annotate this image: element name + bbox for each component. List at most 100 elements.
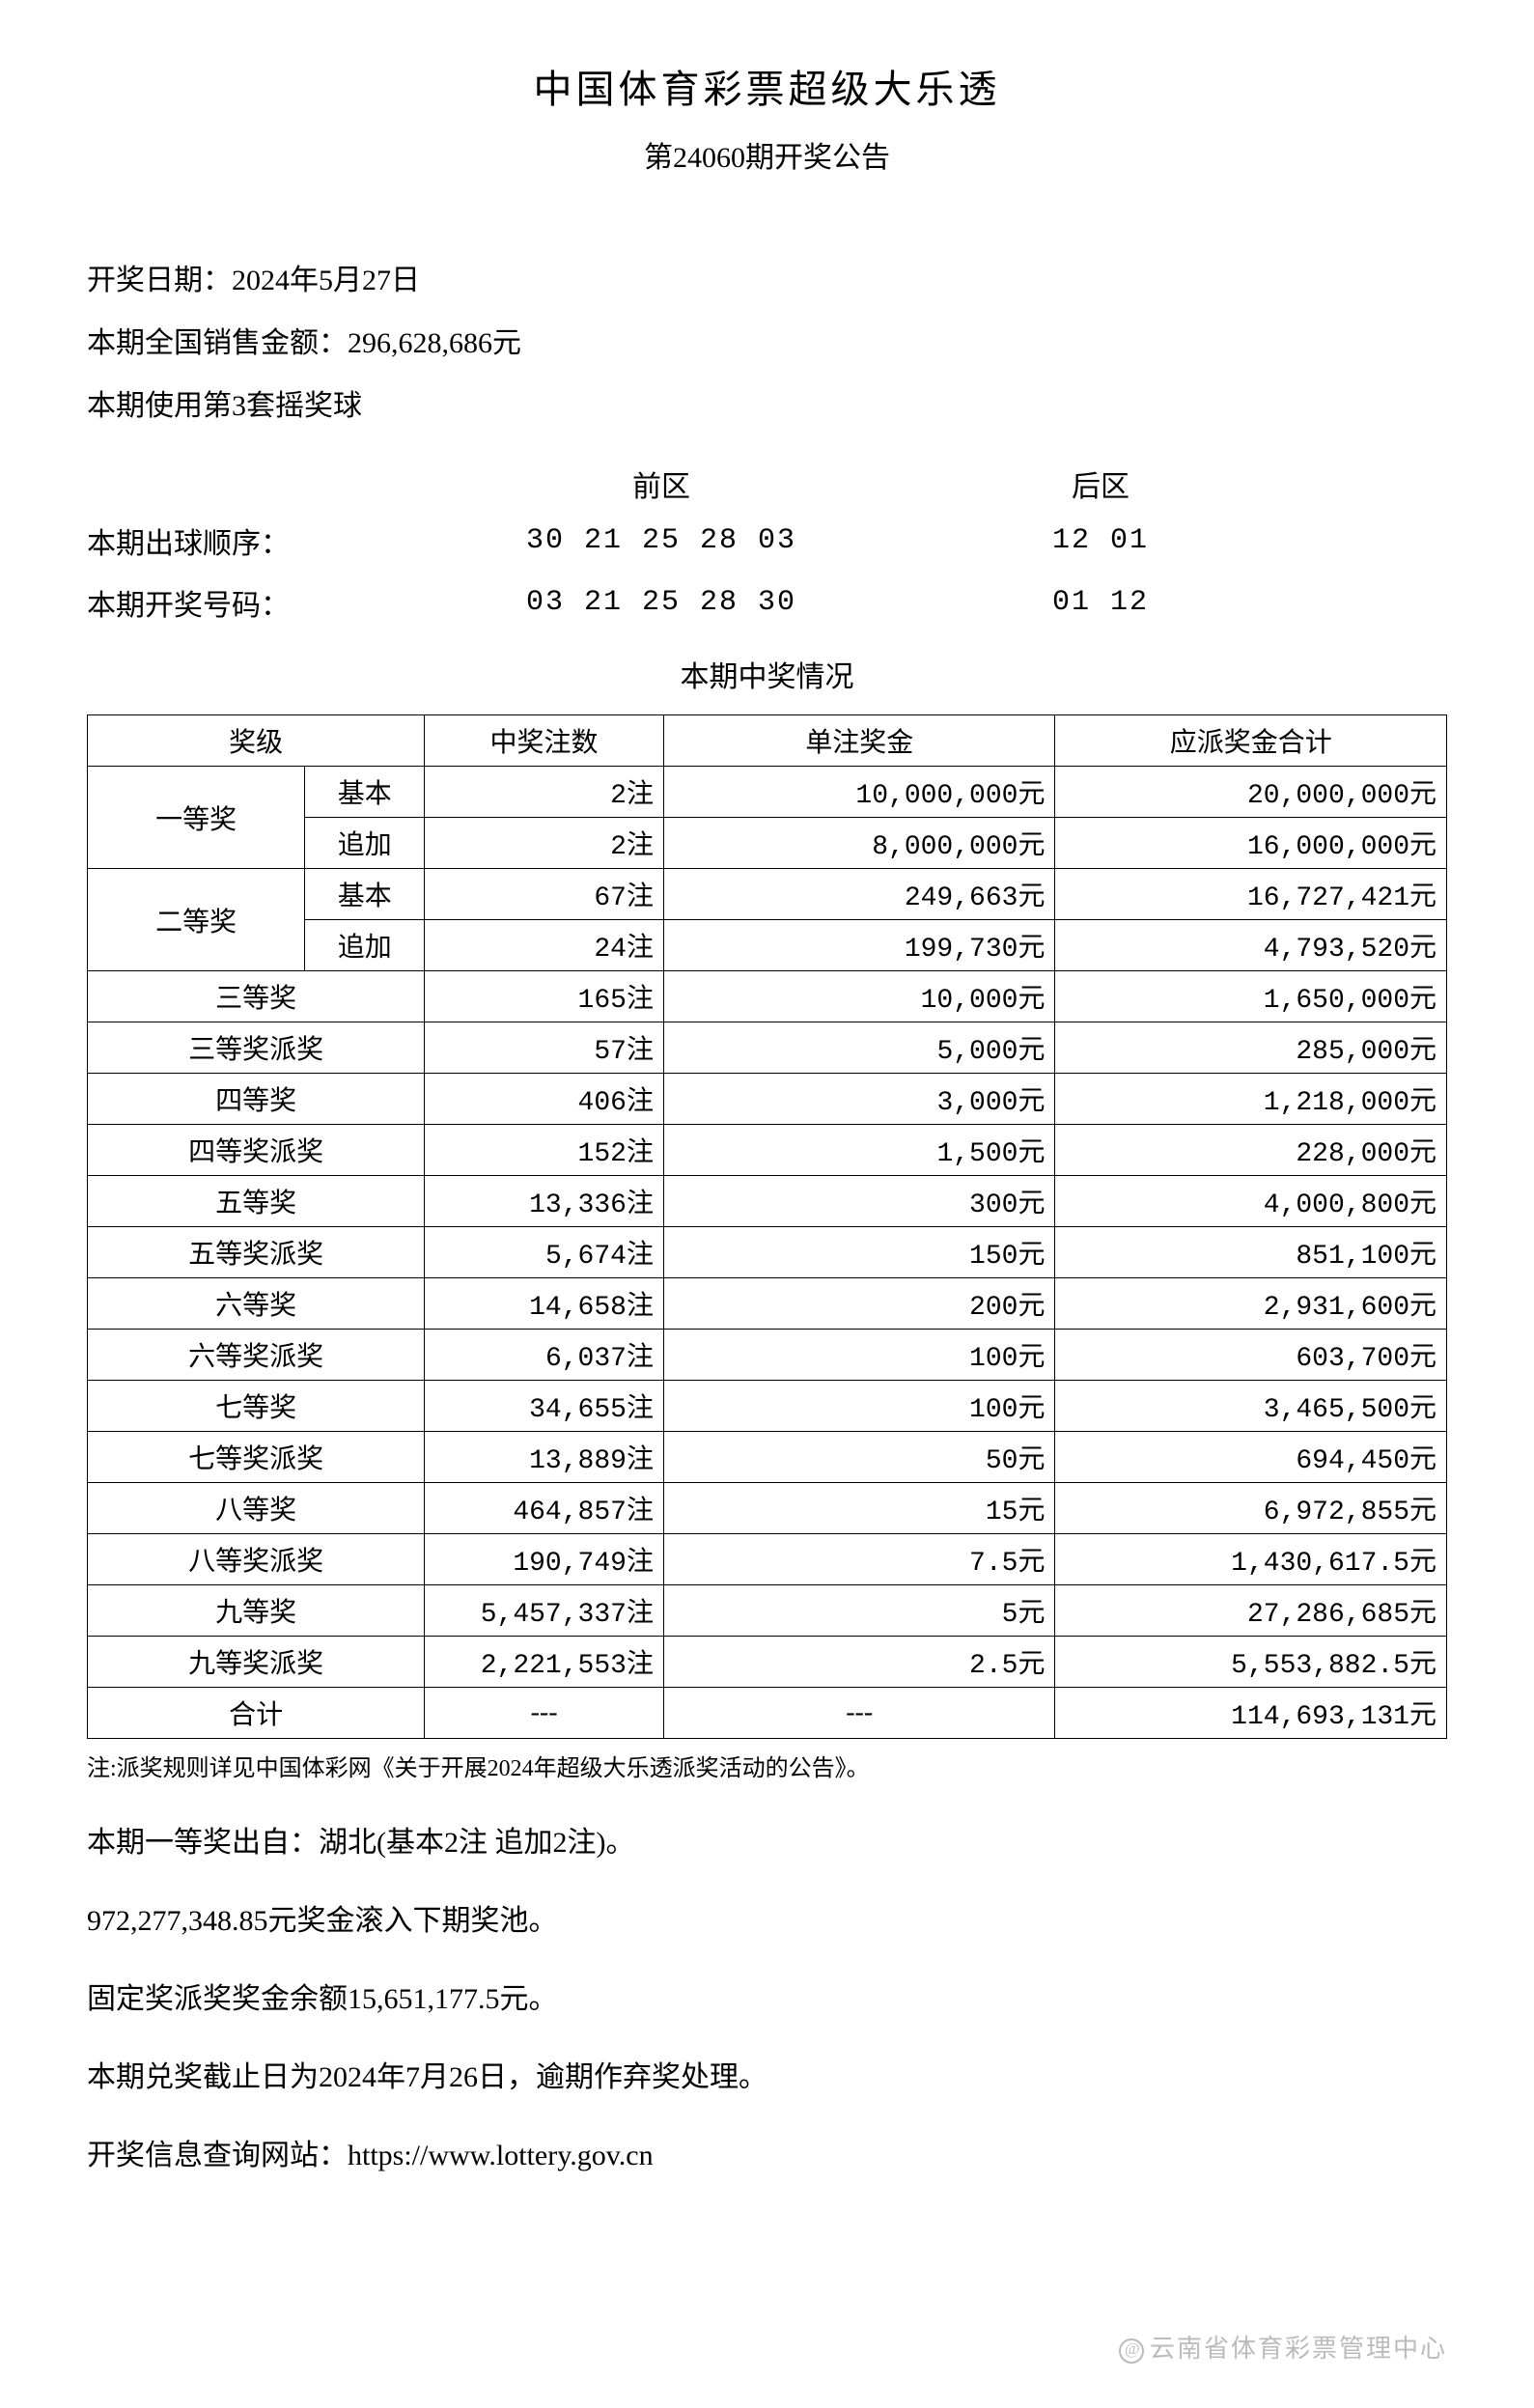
redemption-deadline: 本期兑奖截止日为2024年7月26日，逾期作弃奖处理。 — [87, 2046, 1447, 2110]
unit-prize: 2.5元 — [663, 1637, 1055, 1688]
winner-count: 165注 — [425, 971, 664, 1022]
table-sum-row: 合计------114,693,131元 — [88, 1688, 1447, 1739]
prize-table: 奖级 中奖注数 单注奖金 应派奖金合计 一等奖 基本 2注 10,000,000… — [87, 714, 1447, 1739]
draw-date: 开奖日期：2024年5月27日 — [87, 253, 1447, 308]
ball-set: 本期使用第3套摇奖球 — [87, 378, 1447, 434]
note-text: 注:派奖规则详见中国体彩网《关于开展2024年超级大乐透派奖活动的公告》。 — [87, 1749, 1447, 1782]
lottery-website: 开奖信息查询网站：https://www.lottery.gov.cn — [87, 2124, 1447, 2188]
front-zone-label: 前区 — [415, 462, 907, 505]
sum-label: 合计 — [88, 1688, 425, 1739]
unit-prize: 3,000元 — [663, 1074, 1055, 1125]
winner-count: 13,889注 — [425, 1432, 664, 1483]
first-add-label: 追加 — [305, 818, 425, 869]
total-prize: 27,286,685元 — [1055, 1585, 1447, 1637]
table-row: 八等奖464,857注15元6,972,855元 — [88, 1483, 1447, 1534]
draw-order-back: 12 01 — [907, 524, 1294, 557]
page-subtitle: 第24060期开奖公告 — [87, 133, 1447, 176]
unit-prize: 150元 — [663, 1227, 1055, 1278]
prize-level: 九等奖 — [88, 1585, 425, 1637]
prize-level: 四等奖派奖 — [88, 1125, 425, 1176]
total-prize: 1,218,000元 — [1055, 1074, 1447, 1125]
winner-count: 34,655注 — [425, 1381, 664, 1432]
winner-count: 2,221,553注 — [425, 1637, 664, 1688]
header-level: 奖级 — [88, 715, 425, 767]
table-row: 二等奖 基本 67注 249,663元 16,727,421元 — [88, 869, 1447, 920]
total-prize: 1,430,617.5元 — [1055, 1534, 1447, 1585]
prize-level: 三等奖派奖 — [88, 1022, 425, 1074]
second-add-label: 追加 — [305, 920, 425, 971]
total-prize: 3,465,500元 — [1055, 1381, 1447, 1432]
table-row: 七等奖34,655注100元3,465,500元 — [88, 1381, 1447, 1432]
winner-count: 406注 — [425, 1074, 664, 1125]
prize-level: 六等奖 — [88, 1278, 425, 1330]
winning-numbers-row: 本期开奖号码： 03 21 25 28 30 01 12 — [87, 581, 1447, 624]
winner-count: 13,336注 — [425, 1176, 664, 1227]
unit-prize: 5,000元 — [663, 1022, 1055, 1074]
total-prize: 6,972,855元 — [1055, 1483, 1447, 1534]
first-basic-prize: 10,000,000元 — [663, 767, 1055, 818]
winner-count: 5,674注 — [425, 1227, 664, 1278]
winning-front: 03 21 25 28 30 — [415, 586, 907, 619]
unit-prize: 300元 — [663, 1176, 1055, 1227]
table-row: 六等奖派奖6,037注100元603,700元 — [88, 1330, 1447, 1381]
winner-count: 5,457,337注 — [425, 1585, 664, 1637]
fixed-balance: 固定奖派奖奖金余额15,651,177.5元。 — [87, 1968, 1447, 2031]
winner-count: 152注 — [425, 1125, 664, 1176]
prize-level: 九等奖派奖 — [88, 1637, 425, 1688]
draw-order-label: 本期出球顺序： — [87, 519, 415, 562]
second-basic-prize: 249,663元 — [663, 869, 1055, 920]
second-add-total: 4,793,520元 — [1055, 920, 1447, 971]
unit-prize: 1,500元 — [663, 1125, 1055, 1176]
watermark-icon — [1119, 2338, 1144, 2364]
winner-origin: 本期一等奖出自：湖北(基本2注 追加2注)。 — [87, 1811, 1447, 1875]
first-basic-count: 2注 — [425, 767, 664, 818]
footer-section: 本期一等奖出自：湖北(基本2注 追加2注)。 972,277,348.85元奖金… — [87, 1811, 1447, 2188]
table-row: 一等奖 基本 2注 10,000,000元 20,000,000元 — [88, 767, 1447, 818]
sum-count: --- — [425, 1688, 664, 1739]
first-basic-total: 20,000,000元 — [1055, 767, 1447, 818]
first-basic-label: 基本 — [305, 767, 425, 818]
winner-count: 464,857注 — [425, 1483, 664, 1534]
prize-level: 四等奖 — [88, 1074, 425, 1125]
prize-level: 七等奖 — [88, 1381, 425, 1432]
winning-back: 01 12 — [907, 586, 1294, 619]
second-basic-label: 基本 — [305, 869, 425, 920]
info-section: 开奖日期：2024年5月27日 本期全国销售金额：296,628,686元 本期… — [87, 253, 1447, 434]
winner-count: 190,749注 — [425, 1534, 664, 1585]
national-sales: 本期全国销售金额：296,628,686元 — [87, 316, 1447, 371]
prize-section-title: 本期中奖情况 — [87, 653, 1447, 695]
total-prize: 851,100元 — [1055, 1227, 1447, 1278]
rollover-amount: 972,277,348.85元奖金滚入下期奖池。 — [87, 1890, 1447, 1953]
table-row: 六等奖14,658注200元2,931,600元 — [88, 1278, 1447, 1330]
header-total: 应派奖金合计 — [1055, 715, 1447, 767]
first-prize-label: 一等奖 — [88, 767, 305, 869]
prize-level: 三等奖 — [88, 971, 425, 1022]
table-row: 八等奖派奖190,749注7.5元1,430,617.5元 — [88, 1534, 1447, 1585]
total-prize: 603,700元 — [1055, 1330, 1447, 1381]
unit-prize: 100元 — [663, 1381, 1055, 1432]
total-prize: 285,000元 — [1055, 1022, 1447, 1074]
prize-level: 五等奖派奖 — [88, 1227, 425, 1278]
second-add-prize: 199,730元 — [663, 920, 1055, 971]
second-add-count: 24注 — [425, 920, 664, 971]
zone-header-row: 前区 后区 — [87, 462, 1447, 505]
total-prize: 1,650,000元 — [1055, 971, 1447, 1022]
total-prize: 4,000,800元 — [1055, 1176, 1447, 1227]
table-row: 三等奖派奖57注5,000元285,000元 — [88, 1022, 1447, 1074]
unit-prize: 50元 — [663, 1432, 1055, 1483]
sum-prize: --- — [663, 1688, 1055, 1739]
total-prize: 694,450元 — [1055, 1432, 1447, 1483]
prize-level: 五等奖 — [88, 1176, 425, 1227]
sum-total: 114,693,131元 — [1055, 1688, 1447, 1739]
second-prize-label: 二等奖 — [88, 869, 305, 971]
winner-count: 14,658注 — [425, 1278, 664, 1330]
draw-order-front: 30 21 25 28 03 — [415, 524, 907, 557]
unit-prize: 5元 — [663, 1585, 1055, 1637]
prize-level: 八等奖派奖 — [88, 1534, 425, 1585]
second-basic-count: 67注 — [425, 869, 664, 920]
total-prize: 5,553,882.5元 — [1055, 1637, 1447, 1688]
winner-count: 57注 — [425, 1022, 664, 1074]
winner-count: 6,037注 — [425, 1330, 664, 1381]
first-add-total: 16,000,000元 — [1055, 818, 1447, 869]
unit-prize: 10,000元 — [663, 971, 1055, 1022]
